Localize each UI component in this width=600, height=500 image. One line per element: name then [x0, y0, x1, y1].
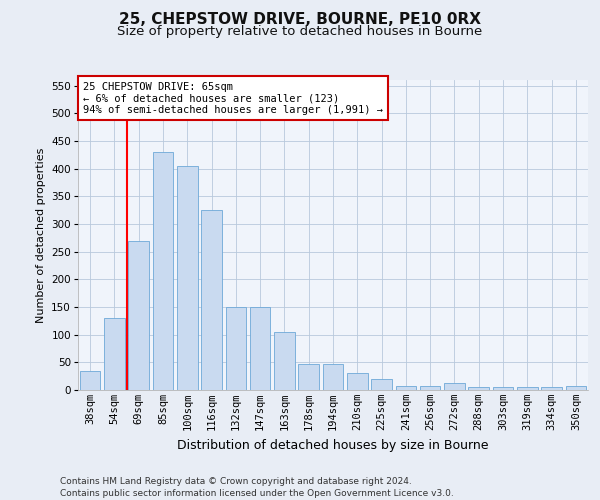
- Bar: [493, 387, 514, 390]
- Bar: [347, 374, 368, 390]
- Bar: [226, 307, 246, 390]
- Text: 25 CHEPSTOW DRIVE: 65sqm
← 6% of detached houses are smaller (123)
94% of semi-d: 25 CHEPSTOW DRIVE: 65sqm ← 6% of detache…: [83, 82, 383, 115]
- Bar: [469, 387, 489, 390]
- Text: Contains HM Land Registry data © Crown copyright and database right 2024.: Contains HM Land Registry data © Crown c…: [60, 478, 412, 486]
- Bar: [517, 387, 538, 390]
- Bar: [128, 240, 149, 390]
- Bar: [323, 364, 343, 390]
- Bar: [541, 387, 562, 390]
- Y-axis label: Number of detached properties: Number of detached properties: [36, 148, 46, 322]
- Text: Contains public sector information licensed under the Open Government Licence v3: Contains public sector information licen…: [60, 489, 454, 498]
- Bar: [80, 370, 100, 390]
- Text: 25, CHEPSTOW DRIVE, BOURNE, PE10 0RX: 25, CHEPSTOW DRIVE, BOURNE, PE10 0RX: [119, 12, 481, 28]
- Bar: [152, 152, 173, 390]
- Bar: [395, 386, 416, 390]
- Bar: [250, 307, 271, 390]
- Bar: [298, 364, 319, 390]
- X-axis label: Distribution of detached houses by size in Bourne: Distribution of detached houses by size …: [177, 438, 489, 452]
- Bar: [274, 332, 295, 390]
- Bar: [420, 386, 440, 390]
- Bar: [566, 386, 586, 390]
- Bar: [177, 166, 197, 390]
- Bar: [371, 379, 392, 390]
- Bar: [104, 318, 125, 390]
- Bar: [444, 384, 465, 390]
- Text: Size of property relative to detached houses in Bourne: Size of property relative to detached ho…: [118, 25, 482, 38]
- Bar: [201, 210, 222, 390]
